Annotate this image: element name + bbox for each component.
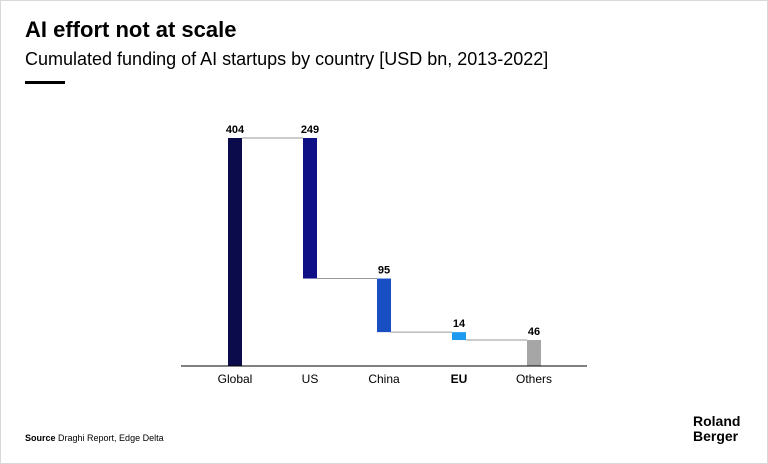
- title-underline: [25, 81, 65, 84]
- source-label: Source: [25, 433, 56, 443]
- category-labels-group: Global US China EU Others: [218, 372, 552, 386]
- value-label-global: 404: [226, 124, 245, 136]
- bar-eu: [452, 332, 466, 341]
- value-label-us: 249: [301, 124, 319, 136]
- value-labels-group: 404 249 95 14 46: [226, 124, 540, 338]
- category-label-china: China: [368, 372, 400, 386]
- source-text: Draghi Report, Edge Delta: [58, 433, 164, 443]
- bar-global: [228, 138, 242, 366]
- source-note: Source Draghi Report, Edge Delta: [25, 433, 164, 443]
- bar-us: [303, 138, 317, 279]
- category-label-others: Others: [516, 372, 552, 386]
- chart-subtitle: Cumulated funding of AI startups by coun…: [25, 49, 549, 69]
- category-label-us: US: [302, 372, 319, 386]
- connector-lines: [242, 137, 527, 341]
- value-label-others: 46: [528, 326, 540, 338]
- bar-china: [377, 278, 391, 333]
- value-label-eu: 14: [453, 318, 466, 330]
- logo-line-1: Roland: [693, 413, 741, 429]
- value-label-china: 95: [378, 265, 390, 277]
- category-label-global: Global: [218, 372, 253, 386]
- category-label-eu: EU: [451, 372, 468, 386]
- logo-line-2: Berger: [693, 428, 739, 444]
- roland-berger-logo: Roland Berger: [693, 414, 740, 444]
- bars-group: [228, 138, 541, 366]
- bar-others: [527, 340, 541, 366]
- chart-title: AI effort not at scale: [25, 17, 237, 42]
